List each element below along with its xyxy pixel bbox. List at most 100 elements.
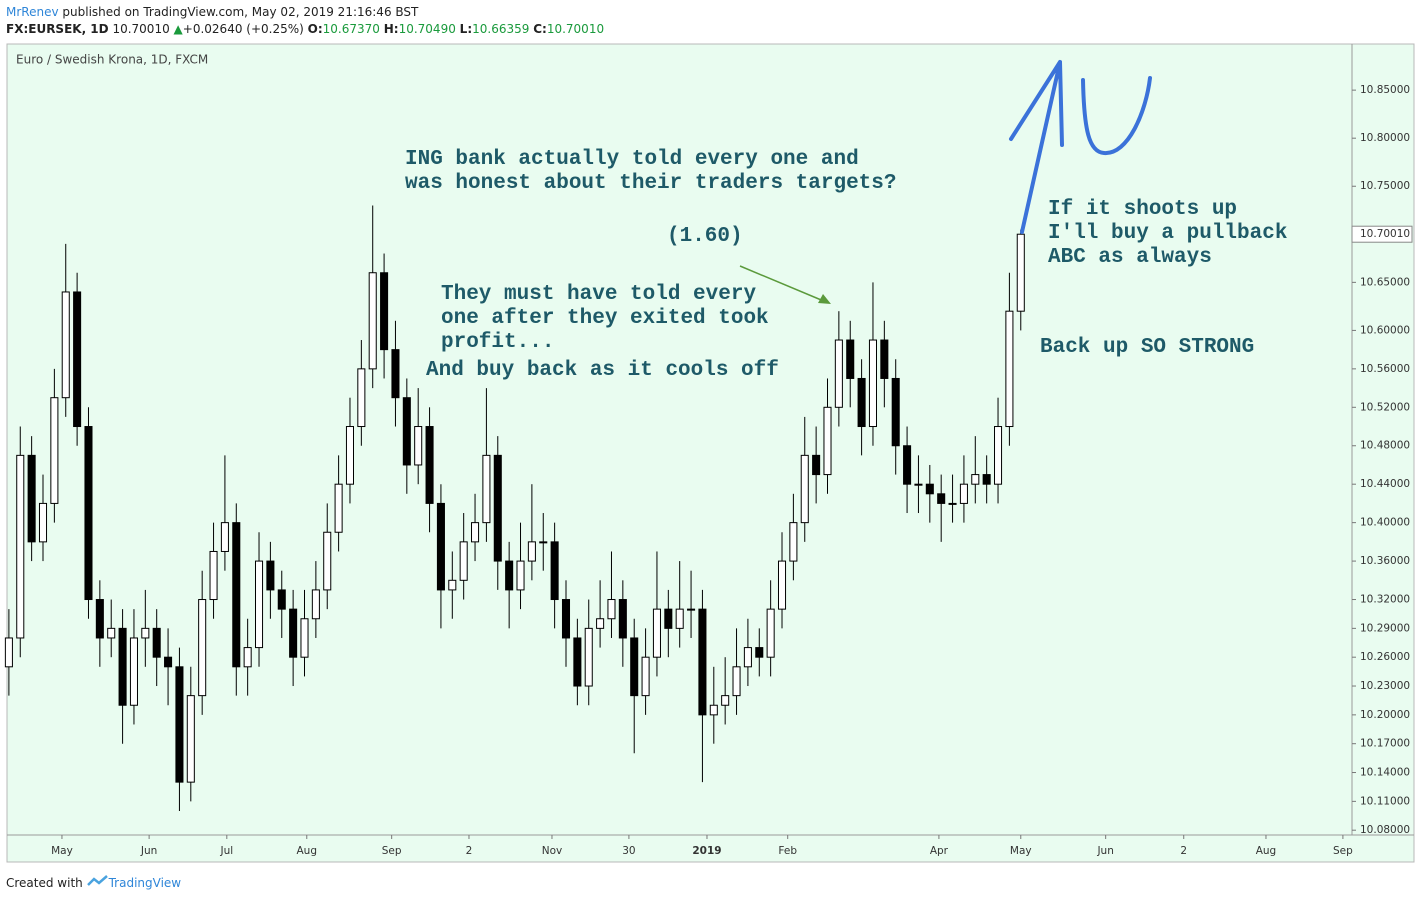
candle-body [254,560,264,649]
ohlc-label: H: [383,22,399,36]
x-tick-label: Jul [219,845,233,857]
annotation-line: (1.60) [667,225,743,248]
candle-body [141,627,150,639]
candle-body [232,522,241,668]
candle-body [743,647,752,668]
candle-body [789,522,798,562]
annotation: They must have told every one after they… [441,283,781,354]
candle-body [175,666,184,783]
candle-body [834,339,843,408]
annotation-line: ABC as always [1048,246,1212,269]
candle-body [4,637,13,668]
y-tick-label: 10.26000 [1360,651,1410,663]
candle-body [152,627,161,658]
x-tick-label: Jun [1096,845,1113,857]
x-tick-label: 30 [622,845,635,857]
candle-body [596,618,605,629]
candle-body [345,426,355,485]
y-tick-label: 10.40000 [1360,517,1410,529]
annotation: And buy back as it cools off [426,359,779,382]
y-tick-label: 10.52000 [1360,401,1410,413]
candle-body [766,608,775,658]
x-tick-label: Sep [1333,845,1353,857]
arrow-drawing [739,265,827,303]
candle-body [323,531,332,591]
candle-body [539,541,548,544]
candle-body [982,474,991,485]
candle-body [459,541,468,581]
annotation-line: And buy back as it cools off [426,359,779,382]
annotation-line: They must have told every [441,283,756,306]
candle-body [38,502,48,543]
x-tick-label: Aug [297,845,318,857]
x-tick-label: 2 [466,845,473,857]
y-tick-label: 10.08000 [1360,824,1410,836]
candle-body [959,483,968,504]
annotation-line: profit... [441,331,554,354]
change: +0.02640 (+0.25%) [182,22,304,36]
ohlc-label: L: [459,22,473,36]
x-tick-label: Apr [930,845,949,857]
ohlc-value: 10.67370 [322,22,380,36]
candle-body [903,445,912,485]
candle-body [641,656,650,697]
candle-body [277,589,286,610]
y-tick-label: 10.14000 [1360,767,1410,779]
candle-body [380,272,389,351]
ohlc-value: 10.66359 [472,22,530,36]
candle-body [84,426,93,601]
candle-body [436,502,445,591]
y-tick-label: 10.75000 [1360,180,1410,192]
y-tick-label: 10.60000 [1360,324,1410,336]
candle-body [925,483,934,495]
plot [4,205,1025,811]
candle-body [482,454,491,524]
candle-body [209,550,218,601]
candle-body [652,608,661,658]
author[interactable]: MrRenev [6,5,59,19]
candle-body [755,647,764,658]
candle-body [95,599,104,639]
x-tick-label: Feb [778,845,797,857]
candle-body [880,339,889,379]
candle-body [129,637,138,706]
symbol-line: FX:EURSEK, 1D 10.70010 ▲+0.02640 (+0.25%… [6,22,604,36]
x-tick-label: Sep [382,845,402,857]
candle-body [198,599,207,697]
ohlc-label: O: [307,22,323,36]
candle-body [891,377,900,447]
candle-body [425,426,434,504]
brand[interactable]: TradingView [108,876,182,890]
candle-body [687,608,696,611]
candle-body [505,560,514,591]
chart-title: Euro / Swedish Krona, 1D, FXCM [16,53,208,67]
candle-body [630,637,639,697]
x-tick-label: Jun [140,845,157,857]
ohlc-label: C: [533,22,547,36]
up-triangle: ▲ [173,22,183,36]
candle-body [607,599,616,620]
logo [86,875,108,886]
candle-body [823,406,832,476]
footer: Created with TradingView [6,875,181,890]
y-tick-label: 10.48000 [1360,440,1410,452]
candle-body [118,627,127,706]
candle-body [50,397,59,504]
last-price-box [1351,225,1413,243]
candle-body [812,454,821,476]
candle-body [73,291,82,428]
candle-body [618,599,627,639]
y-tick-label: 10.32000 [1360,594,1410,606]
y-tick-label: 10.44000 [1360,478,1410,490]
candle-body [664,608,673,629]
x-tick-label: May [1010,845,1032,857]
candle-body [561,599,571,639]
annotation-line: one after they exited took [441,307,769,330]
annotation-line: ING bank actually told every one and [405,148,859,171]
candle-body [800,454,809,524]
x-tick-label: May [51,845,73,857]
y-tick-label: 10.29000 [1360,622,1410,634]
candle-body [948,502,957,505]
x-tick-label: 2 [1180,845,1187,857]
candle-body [391,349,400,399]
